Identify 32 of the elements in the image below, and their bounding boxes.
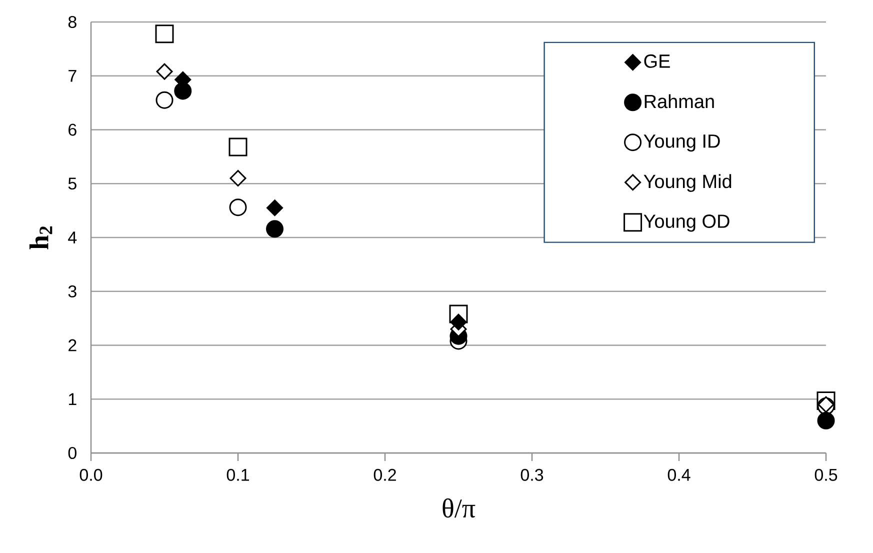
legend-label: Young ID [644, 134, 720, 152]
point [230, 170, 246, 186]
x-tick-label: 0.4 [668, 468, 690, 481]
point [156, 91, 174, 109]
x-tick-label: 0.0 [80, 468, 102, 481]
y-tick-label: 4 [68, 232, 77, 244]
point [155, 24, 174, 44]
legend-label: Rahman [644, 94, 714, 108]
y-tick-label: 5 [68, 178, 76, 190]
x-tick-label: 0.1 [226, 468, 249, 481]
x-axis-title: θ/π [442, 498, 476, 518]
point [156, 63, 173, 80]
point [228, 138, 248, 156]
point [450, 314, 467, 330]
point [266, 220, 284, 238]
x-tick-label: 0.3 [520, 468, 544, 481]
legend-label: Young OD [644, 214, 730, 232]
y-tick-label: 0 [68, 446, 76, 460]
text: h$_{2}$ [29, 226, 52, 250]
point [817, 412, 835, 430]
y-tick-label: 3 [68, 285, 76, 298]
legend-label: GE [644, 54, 670, 68]
legend-label: Young Mid [644, 174, 732, 192]
x-tick-label: 0.2 [374, 468, 396, 481]
point [229, 198, 247, 216]
y-tick-label: 6 [68, 124, 76, 136]
y-tick-label: 1 [68, 393, 76, 405]
y-tick-label: 2 [68, 339, 76, 352]
point [266, 200, 283, 216]
y-tick-label: 7 [68, 70, 76, 82]
x-tick-label: 0.5 [814, 468, 838, 481]
y-tick-label: 8 [68, 16, 76, 28]
